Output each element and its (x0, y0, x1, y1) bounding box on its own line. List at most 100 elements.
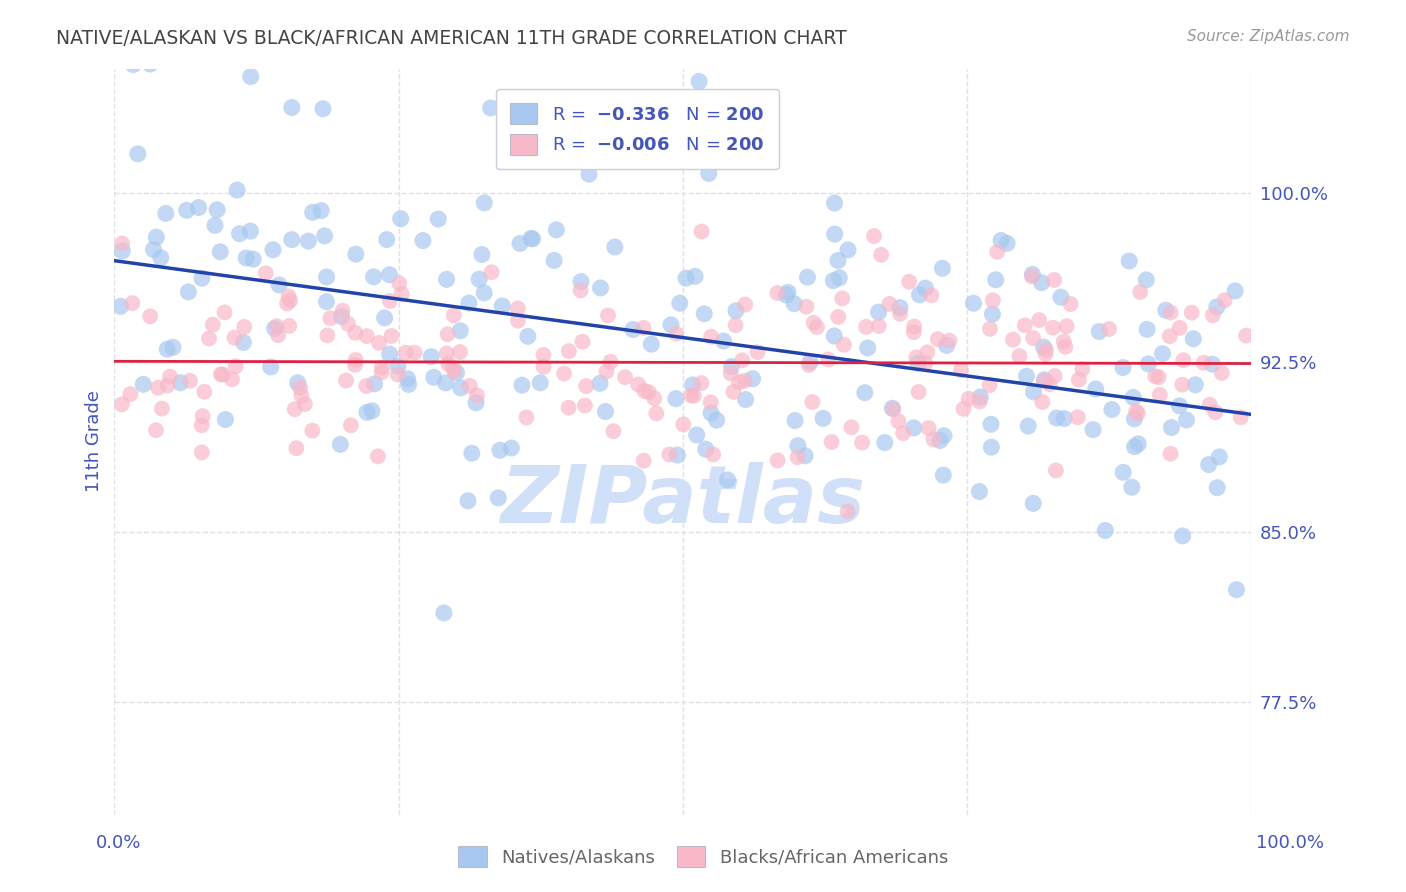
Point (1152, 346, 1174, 360)
Point (922, 433, 945, 447)
Point (156, 378, 179, 392)
Point (1043, 273, 1066, 287)
Point (873, 435, 896, 450)
Point (363, 376, 385, 391)
Point (479, 101, 502, 115)
Point (269, 277, 291, 292)
Point (820, 435, 842, 450)
Point (697, 166, 720, 180)
Point (728, 375, 751, 389)
Point (546, 223, 568, 237)
Point (851, 435, 873, 450)
Point (938, 334, 960, 348)
Point (312, 102, 335, 116)
Point (224, 331, 246, 345)
Point (1032, 374, 1054, 388)
Point (356, 379, 378, 393)
Point (1017, 419, 1039, 434)
Point (433, 606, 456, 620)
Point (1032, 340, 1054, 354)
Point (301, 205, 323, 219)
Point (957, 392, 980, 406)
Point (367, 450, 389, 464)
Point (1126, 406, 1149, 420)
Point (932, 468, 955, 483)
Point (1202, 308, 1225, 322)
Point (1035, 343, 1057, 357)
Point (239, 224, 262, 238)
Point (388, 277, 411, 291)
Point (575, 379, 598, 393)
Point (1213, 293, 1236, 308)
Point (889, 307, 911, 321)
Point (443, 364, 465, 378)
Point (281, 101, 304, 115)
Point (1021, 268, 1043, 282)
Point (837, 504, 859, 518)
Point (205, 202, 228, 217)
Y-axis label: 11th Grade: 11th Grade (86, 391, 103, 492)
Point (481, 265, 503, 279)
Point (927, 332, 949, 346)
Point (214, 305, 236, 319)
Point (713, 334, 735, 348)
Point (314, 228, 336, 243)
Point (209, 368, 232, 382)
Point (1205, 300, 1227, 314)
Point (1031, 276, 1053, 290)
Point (633, 321, 655, 335)
Point (1045, 463, 1067, 477)
Point (374, 310, 396, 325)
Point (468, 272, 491, 286)
Point (986, 244, 1008, 259)
Point (920, 288, 942, 302)
Point (1147, 370, 1170, 384)
Point (543, 253, 565, 268)
Point (187, 201, 209, 215)
Point (855, 319, 877, 334)
Text: 0.0%: 0.0% (96, 834, 141, 852)
Point (675, 271, 697, 285)
Point (837, 243, 859, 257)
Point (290, 389, 312, 403)
Point (633, 384, 655, 398)
Point (595, 404, 617, 418)
Point (111, 397, 134, 411)
Point (856, 341, 879, 355)
Point (1039, 377, 1062, 392)
Point (803, 316, 825, 330)
Point (1123, 440, 1146, 454)
Point (794, 449, 817, 463)
Point (315, 294, 337, 309)
Point (315, 269, 337, 284)
Point (332, 303, 354, 318)
Point (1129, 285, 1152, 299)
Point (457, 296, 479, 310)
Point (1182, 332, 1205, 346)
Point (766, 453, 789, 467)
Point (1088, 325, 1111, 339)
Legend: R =  $\mathbf{-0.336}$   N = $\mathbf{200}$, R =  $\mathbf{-0.006}$   N = $\math: R = $\mathbf{-0.336}$ N = $\mathbf{200}$… (496, 88, 779, 169)
Point (1204, 405, 1226, 419)
Point (262, 243, 284, 257)
Point (595, 365, 617, 379)
Point (665, 392, 688, 406)
Point (501, 441, 523, 455)
Point (870, 248, 893, 262)
Point (356, 405, 378, 419)
Point (465, 388, 488, 402)
Point (139, 57, 162, 71)
Point (515, 410, 537, 425)
Point (356, 329, 378, 343)
Point (309, 203, 332, 218)
Point (679, 388, 702, 402)
Point (378, 268, 401, 282)
Point (281, 233, 304, 247)
Point (797, 358, 820, 372)
Point (177, 285, 200, 299)
Point (1154, 303, 1177, 318)
Point (645, 406, 668, 420)
Point (139, 310, 162, 324)
Point (908, 287, 931, 301)
Point (278, 318, 301, 333)
